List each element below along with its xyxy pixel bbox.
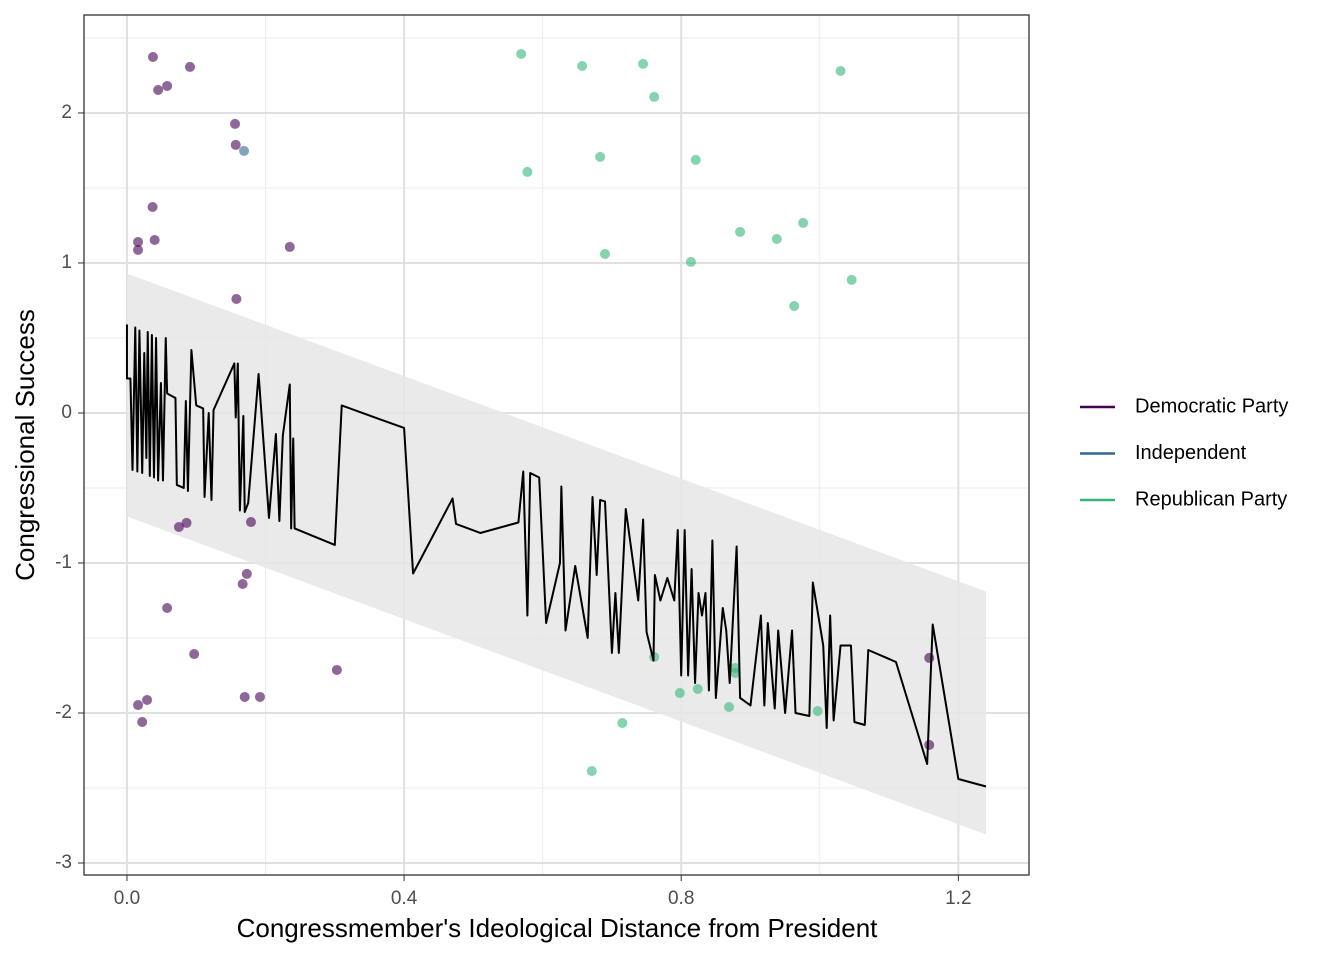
point	[846, 274, 857, 285]
point	[638, 58, 649, 69]
point	[147, 202, 158, 213]
point	[231, 293, 242, 304]
point	[230, 139, 241, 150]
point	[599, 248, 610, 259]
point	[735, 226, 746, 237]
legend-label: Independent	[1135, 442, 1247, 464]
point	[189, 649, 200, 660]
point	[284, 241, 295, 252]
point	[245, 517, 256, 528]
plot-border	[83, 14, 1030, 876]
x-tick-label: 1.2	[945, 888, 971, 909]
legend-label: Democratic Party	[1135, 395, 1288, 417]
x-axis-title: Congressmember's Ideological Distance fr…	[237, 913, 879, 943]
point	[173, 521, 184, 532]
y-tick-label: -3	[55, 852, 72, 873]
point	[239, 145, 250, 156]
point	[577, 61, 588, 72]
point	[137, 716, 148, 727]
y-axis-title: Congressional Success	[10, 309, 40, 581]
point	[142, 694, 153, 705]
legend-label: Republican Party	[1135, 488, 1287, 510]
y-tick-label: 0	[61, 402, 72, 423]
point	[162, 602, 173, 613]
point	[185, 61, 196, 72]
point	[617, 718, 628, 729]
point	[239, 691, 250, 702]
x-tick-label: 0.8	[668, 888, 694, 909]
point	[771, 233, 782, 244]
point	[153, 85, 164, 96]
point	[162, 80, 173, 91]
point	[812, 706, 823, 717]
fitted-line	[125, 324, 987, 788]
point	[147, 52, 158, 63]
point	[133, 700, 144, 711]
point	[133, 244, 144, 255]
point	[181, 517, 192, 528]
point	[924, 652, 935, 663]
point	[730, 667, 741, 678]
point	[924, 739, 935, 750]
point	[595, 151, 606, 162]
y-tick-label: 1	[61, 252, 72, 273]
x-tick-label: 0.0	[114, 888, 140, 909]
y-tick-label: -2	[55, 702, 72, 723]
point	[692, 683, 703, 694]
point	[149, 235, 160, 246]
point	[724, 701, 735, 712]
point	[230, 118, 241, 129]
point	[674, 688, 685, 699]
point	[690, 154, 701, 165]
point	[516, 49, 527, 60]
point	[685, 256, 696, 267]
point	[241, 568, 252, 579]
point	[789, 301, 800, 312]
point	[237, 578, 248, 589]
x-tick-label: 0.4	[391, 888, 418, 909]
confidence-band	[126, 273, 987, 835]
point	[331, 664, 342, 675]
point	[254, 691, 265, 702]
point	[522, 166, 533, 177]
y-tick-label: -1	[55, 552, 72, 573]
point	[649, 91, 660, 102]
point	[835, 65, 846, 76]
y-tick-label: 2	[61, 102, 72, 123]
point	[586, 766, 597, 777]
point	[798, 217, 809, 228]
point	[133, 236, 144, 247]
